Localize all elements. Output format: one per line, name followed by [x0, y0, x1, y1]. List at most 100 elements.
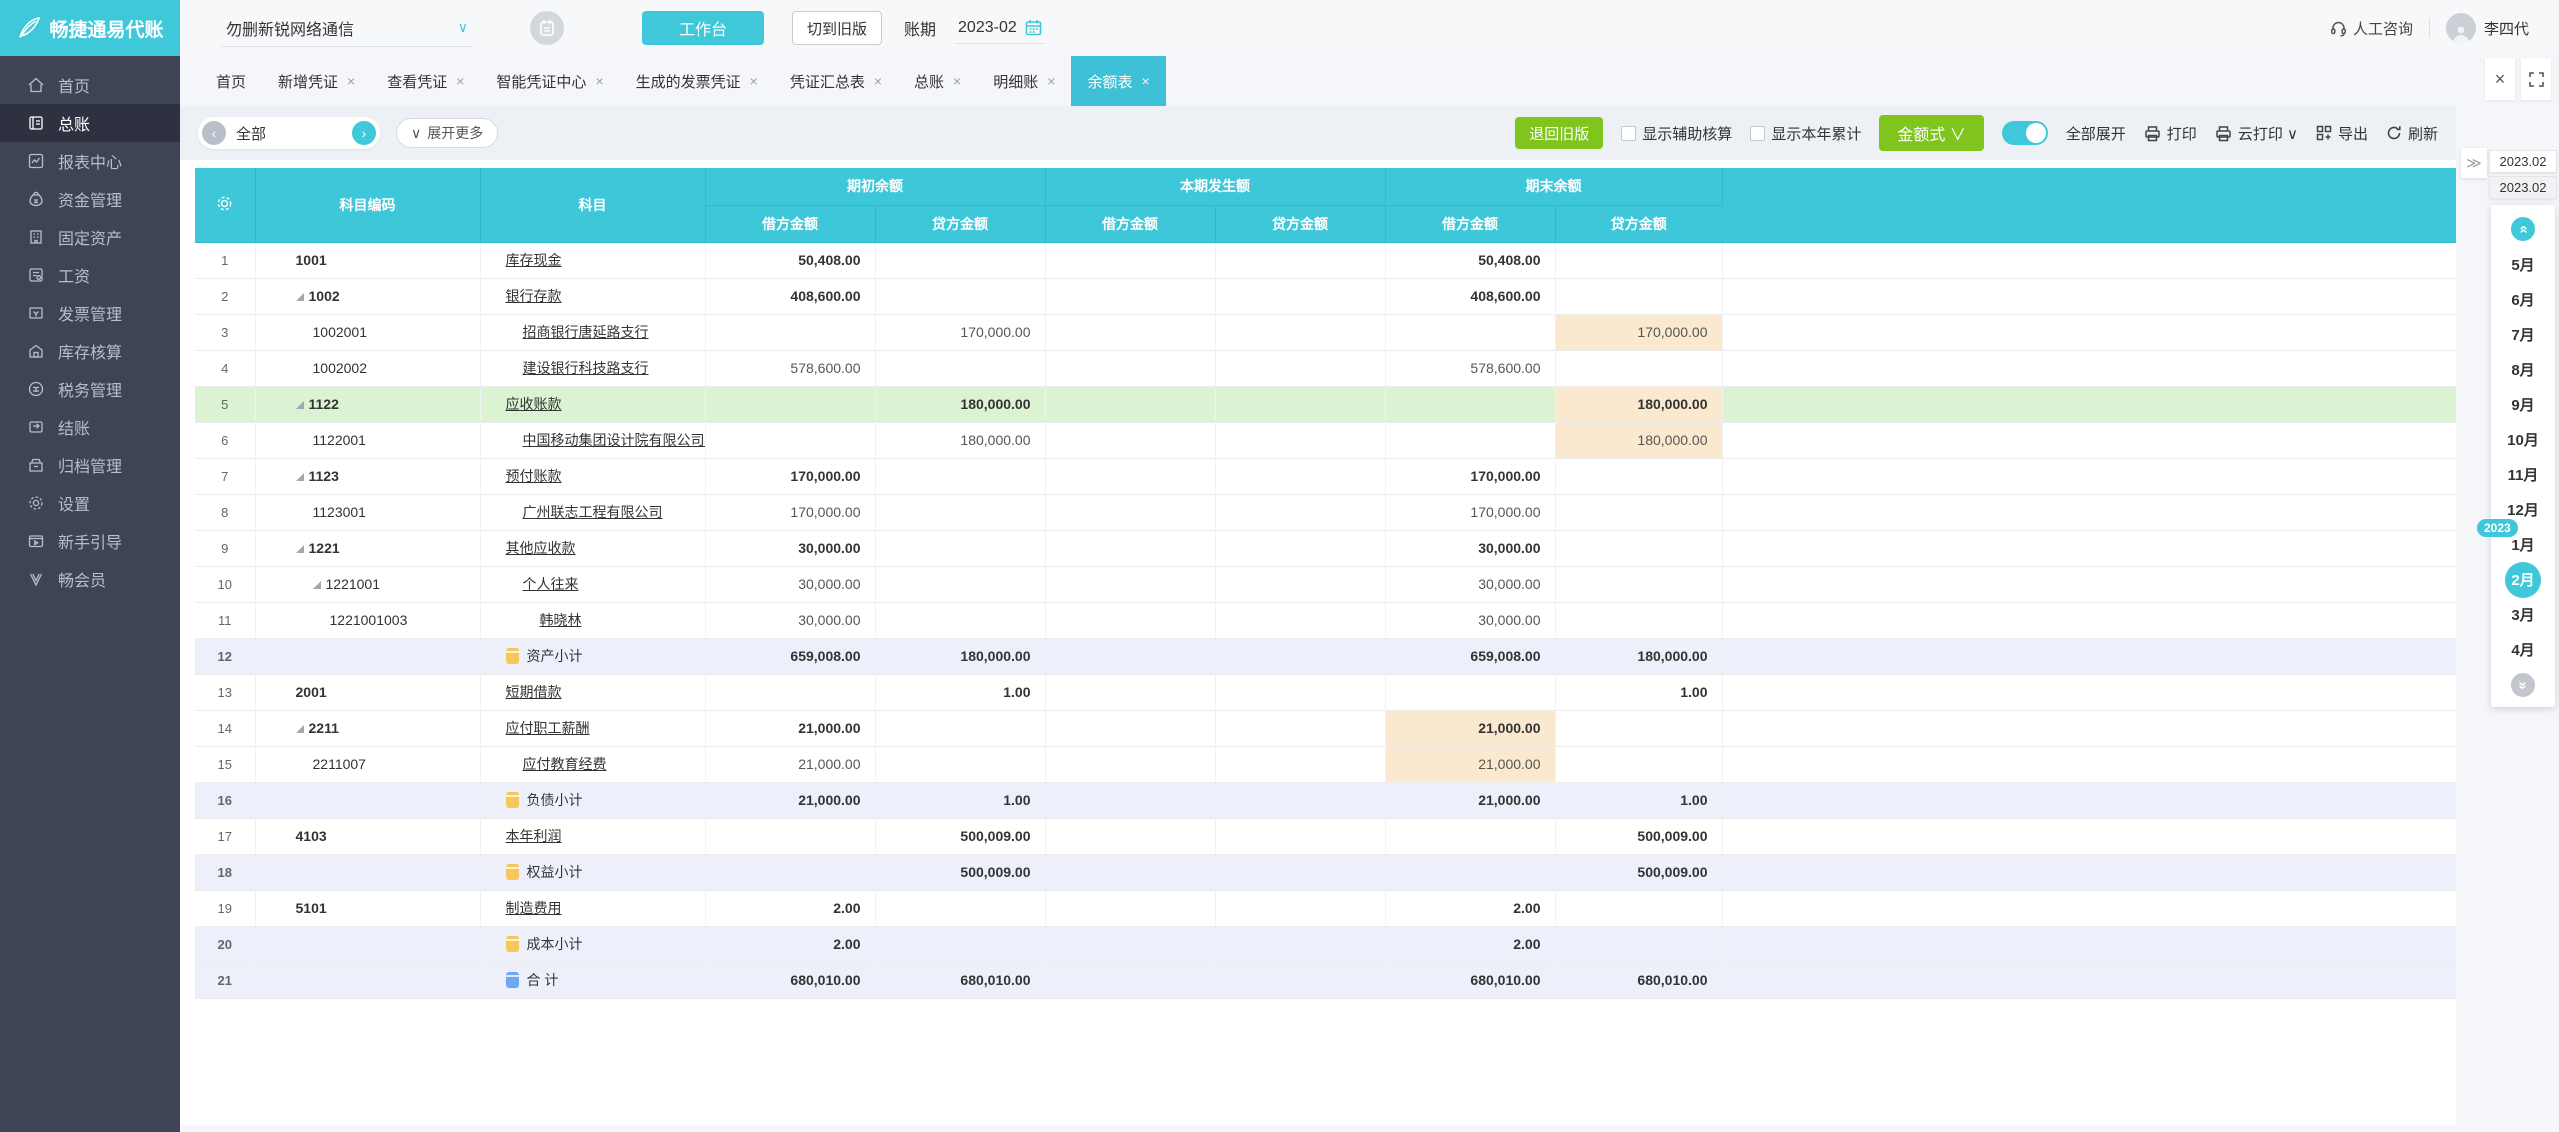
table-row[interactable]: 16 负债小计 21,000.00 1.00 21,000.00 1.00 [195, 782, 2456, 819]
tab-close-icon[interactable]: × [595, 73, 604, 89]
account-link[interactable]: 应收账款 [505, 396, 562, 412]
expand-all-toggle[interactable] [2001, 121, 2048, 145]
sidebar-item-report[interactable]: 报表中心 [0, 142, 180, 180]
table-row[interactable]: 10 1221001 个人往来 30,000.00 30,000.00 [195, 566, 2456, 603]
month-item-4月[interactable]: 4月 [2491, 632, 2555, 667]
sidebar-item-guide[interactable]: 新手引导 [0, 522, 180, 560]
months-scroll-down-button[interactable]: » [2511, 673, 2535, 697]
table-row[interactable]: 11 1221001003 韩晓林 30,000.00 30,000.00 [195, 602, 2456, 639]
month-item-3月[interactable]: 3月 [2491, 597, 2555, 632]
sidebar-item-tax[interactable]: 税务管理 [0, 370, 180, 408]
month-item-1月[interactable]: 2023 1月 [2477, 519, 2555, 562]
expand-triangle-icon[interactable] [295, 473, 304, 481]
account-link[interactable]: 库存现金 [505, 252, 562, 268]
table-row[interactable]: 19 5101 制造费用 2.00 2.00 [195, 890, 2456, 927]
tab-close-icon[interactable]: × [953, 73, 962, 89]
table-row[interactable]: 3 1002001 招商银行唐延路支行 170,000.00 170,000.00 [195, 314, 2456, 351]
sidebar-item-home[interactable]: 首页 [0, 66, 180, 104]
column-settings-gear-icon[interactable] [195, 168, 256, 243]
account-link[interactable]: 其他应收款 [505, 540, 576, 556]
sidebar-item-invoice[interactable]: 发票管理 [0, 294, 180, 332]
show-ytd-checkbox[interactable]: 显示本年累计 [1750, 123, 1861, 144]
sidebar-item-fixed-asset[interactable]: 固定资产 [0, 218, 180, 256]
month-item-12月[interactable]: 12月 [2491, 492, 2555, 527]
sidebar-item-salary[interactable]: 工资 [0, 256, 180, 294]
account-link[interactable]: 中国移动集团设计院有限公司陕 [522, 432, 705, 448]
month-item-7月[interactable]: 7月 [2491, 317, 2555, 352]
account-link[interactable]: 应付职工薪酬 [505, 720, 590, 736]
close-tab-button[interactable]: × [2485, 58, 2515, 100]
scope-selector[interactable]: ‹ 全部 › [198, 117, 380, 149]
fullscreen-button[interactable] [2521, 58, 2551, 100]
print-button[interactable]: 打印 [2144, 123, 2197, 144]
months-scroll-up-button[interactable]: » [2511, 217, 2535, 241]
month-item-5月[interactable]: 5月 [2491, 247, 2555, 282]
table-row[interactable]: 17 4103 本年利润 500,009.00 500,009.00 [195, 818, 2456, 855]
table-row[interactable]: 8 1123001 广州联志工程有限公司 170,000.00 170,000.00 [195, 494, 2456, 531]
table-row[interactable]: 1 1001 库存现金 50,408.00 50,408.00 [195, 242, 2456, 279]
sidebar-item-inventory[interactable]: 库存核算 [0, 332, 180, 370]
table-row[interactable]: 9 1221 其他应收款 30,000.00 30,000.00 [195, 530, 2456, 567]
table-row[interactable]: 18 权益小计 500,009.00 500,009.00 [195, 854, 2456, 891]
tab-智能凭证中心[interactable]: 智能凭证中心 × [480, 56, 619, 106]
account-link[interactable]: 个人往来 [522, 576, 579, 592]
collapse-month-panel-button[interactable]: ≫ [2461, 148, 2487, 178]
cloud-print-button[interactable]: 云打印 ∨ [2215, 123, 2298, 144]
table-row[interactable]: 7 1123 预付账款 170,000.00 170,000.00 [195, 458, 2456, 495]
table-row[interactable]: 5 1122 应收账款 180,000.00 180,000.00 [195, 386, 2456, 423]
refresh-button[interactable]: 刷新 [2386, 123, 2438, 144]
tab-查看凭证[interactable]: 查看凭证 × [371, 56, 480, 106]
account-link[interactable]: 预付账款 [505, 468, 562, 484]
sidebar-item-archive[interactable]: 归档管理 [0, 446, 180, 484]
account-link[interactable]: 本年利润 [505, 828, 562, 844]
table-row[interactable]: 20 成本小计 2.00 2.00 [195, 926, 2456, 963]
table-row[interactable]: 2 1002 银行存款 408,600.00 408,600.00 [195, 278, 2456, 315]
table-row[interactable]: 15 2211007 应付教育经费 21,000.00 21,000.00 [195, 746, 2456, 783]
account-link[interactable]: 制造费用 [505, 900, 562, 916]
month-item-10月[interactable]: 10月 [2491, 422, 2555, 457]
account-link[interactable]: 短期借款 [505, 684, 562, 700]
period-box-start[interactable]: 2023.02 [2489, 150, 2557, 173]
table-row[interactable]: 21 合 计 680,010.00 680,010.00 680,010.00 680,0… [195, 962, 2456, 999]
expand-triangle-icon[interactable] [312, 581, 321, 589]
export-button[interactable]: 导出 [2316, 123, 2368, 144]
tab-close-icon[interactable]: × [873, 73, 883, 89]
table-row[interactable]: 6 1122001 中国移动集团设计院有限公司陕 180,000.00 180,000.… [195, 422, 2456, 459]
month-item-11月[interactable]: 11月 [2491, 457, 2555, 492]
scope-next-button[interactable]: › [352, 121, 376, 145]
expand-triangle-icon[interactable] [295, 725, 304, 733]
account-link[interactable]: 银行存款 [505, 288, 562, 304]
expand-triangle-icon[interactable] [295, 293, 304, 301]
back-to-old-button[interactable]: 退回旧版 [1515, 117, 1604, 149]
month-item-8月[interactable]: 8月 [2491, 352, 2555, 387]
account-link[interactable]: 招商银行唐延路支行 [522, 324, 649, 340]
expand-more-button[interactable]: ∨ 展开更多 [396, 118, 499, 148]
tab-close-icon[interactable]: × [1047, 73, 1056, 89]
tab-余额表[interactable]: 余额表 × [1071, 56, 1166, 106]
tab-close-icon[interactable]: × [749, 73, 758, 89]
tab-close-icon[interactable]: × [1141, 73, 1150, 89]
tab-close-icon[interactable]: × [456, 73, 465, 89]
period-box-end[interactable]: 2023.02 [2489, 176, 2557, 199]
table-row[interactable]: 13 2001 短期借款 1.00 1.00 [195, 674, 2456, 711]
tab-close-icon[interactable]: × [347, 73, 356, 89]
workbench-button[interactable]: 工作台 [642, 11, 764, 45]
tab-首页[interactable]: 首页 [200, 56, 262, 106]
tab-总账[interactable]: 总账 × [898, 56, 977, 106]
table-row[interactable]: 12 资产小计 659,008.00 180,000.00 659,008.00 180,… [195, 638, 2456, 675]
scope-prev-button[interactable]: ‹ [202, 121, 226, 145]
period-picker[interactable]: 2023-02 [956, 13, 1044, 44]
table-row[interactable]: 4 1002002 建设银行科技路支行 578,600.00 578,600.00 [195, 350, 2456, 387]
account-link[interactable]: 韩晓林 [539, 612, 582, 628]
sidebar-item-member[interactable]: 畅会员 [0, 560, 180, 598]
table-row[interactable]: 14 2211 应付职工薪酬 21,000.00 21,000.00 [195, 710, 2456, 747]
sidebar-item-closing[interactable]: 结账 [0, 408, 180, 446]
tab-凭证汇总表[interactable]: 凭证汇总表 × [774, 56, 898, 106]
expand-triangle-icon[interactable] [295, 401, 304, 409]
tab-生成的发票凭证[interactable]: 生成的发票凭证 × [620, 56, 774, 106]
show-auxiliary-checkbox[interactable]: 显示辅助核算 [1621, 123, 1732, 144]
company-select[interactable]: 勿删新锐网络通信 ∨ [222, 10, 472, 47]
tab-新增凭证[interactable]: 新增凭证 × [262, 56, 371, 106]
month-item-2月[interactable]: 2月 [2491, 561, 2555, 598]
account-link[interactable]: 建设银行科技路支行 [522, 360, 649, 376]
